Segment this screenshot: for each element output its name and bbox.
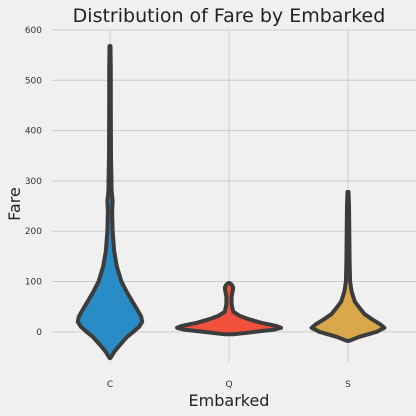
violin-C bbox=[75, 44, 145, 360]
y-tick-label: 600 bbox=[25, 26, 42, 36]
violin-Q bbox=[175, 281, 283, 337]
violins bbox=[75, 44, 387, 360]
x-tick-label: S bbox=[345, 380, 351, 390]
x-tick-label: Q bbox=[225, 380, 232, 390]
chart-title: Distribution of Fare by Embarked bbox=[73, 5, 386, 27]
y-tick-label: 400 bbox=[25, 127, 42, 137]
y-tick-label: 500 bbox=[25, 76, 42, 86]
x-tick-label: C bbox=[107, 380, 113, 390]
y-axis-label: Fare bbox=[5, 187, 24, 221]
y-tick-label: 0 bbox=[36, 328, 42, 338]
y-tick-label: 300 bbox=[25, 177, 42, 187]
y-tick-label: 200 bbox=[25, 227, 42, 237]
violin-S bbox=[309, 190, 387, 343]
x-axis-label: Embarked bbox=[189, 391, 270, 410]
y-tick-labels: 0 100 200 300 400 500 600 bbox=[25, 26, 42, 338]
y-tick-label: 100 bbox=[25, 278, 42, 288]
